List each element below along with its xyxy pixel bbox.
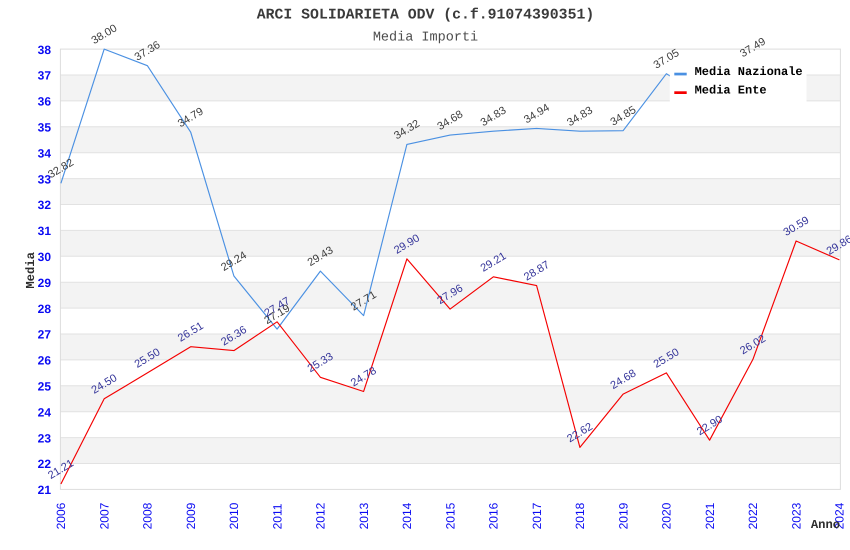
svg-text:2022: 2022 bbox=[746, 502, 760, 529]
svg-text:34: 34 bbox=[38, 146, 52, 160]
svg-text:2020: 2020 bbox=[660, 502, 674, 529]
svg-text:28: 28 bbox=[38, 302, 52, 316]
svg-text:2008: 2008 bbox=[141, 502, 155, 529]
svg-text:29: 29 bbox=[38, 276, 52, 290]
svg-text:2017: 2017 bbox=[530, 502, 544, 529]
svg-text:2009: 2009 bbox=[184, 502, 198, 529]
svg-text:21: 21 bbox=[38, 483, 52, 497]
svg-text:2010: 2010 bbox=[227, 502, 241, 529]
svg-text:30: 30 bbox=[38, 250, 52, 264]
svg-text:2021: 2021 bbox=[703, 502, 717, 529]
svg-text:38: 38 bbox=[38, 43, 52, 57]
svg-text:Media Nazionale: Media Nazionale bbox=[695, 65, 803, 79]
svg-text:31: 31 bbox=[38, 224, 52, 238]
svg-text:Media Importi: Media Importi bbox=[373, 31, 478, 46]
svg-text:27: 27 bbox=[38, 328, 52, 342]
svg-text:2014: 2014 bbox=[400, 502, 414, 529]
svg-text:32: 32 bbox=[38, 198, 52, 212]
svg-text:2018: 2018 bbox=[573, 502, 587, 529]
svg-text:2006: 2006 bbox=[54, 502, 68, 529]
svg-text:24: 24 bbox=[38, 405, 52, 419]
svg-text:Media: Media bbox=[24, 251, 38, 288]
svg-text:2011: 2011 bbox=[270, 503, 284, 529]
svg-text:26: 26 bbox=[38, 354, 52, 368]
svg-text:Media Ente: Media Ente bbox=[695, 83, 767, 97]
svg-text:2024: 2024 bbox=[833, 502, 847, 529]
svg-text:2015: 2015 bbox=[443, 502, 457, 529]
svg-text:2007: 2007 bbox=[98, 502, 112, 529]
svg-text:33: 33 bbox=[38, 172, 52, 186]
svg-text:ARCI SOLIDARIETA ODV (c.f.9107: ARCI SOLIDARIETA ODV (c.f.91074390351) bbox=[257, 8, 594, 24]
svg-text:22: 22 bbox=[38, 457, 52, 471]
svg-text:35: 35 bbox=[38, 121, 52, 135]
svg-text:2012: 2012 bbox=[314, 502, 328, 529]
svg-text:37: 37 bbox=[38, 69, 52, 83]
svg-text:Anno: Anno bbox=[811, 518, 840, 532]
svg-text:2019: 2019 bbox=[616, 502, 630, 529]
svg-text:2023: 2023 bbox=[789, 502, 803, 529]
svg-text:23: 23 bbox=[38, 431, 52, 445]
svg-text:2016: 2016 bbox=[487, 502, 501, 529]
svg-text:36: 36 bbox=[38, 95, 52, 109]
svg-text:2013: 2013 bbox=[357, 502, 371, 529]
svg-text:25: 25 bbox=[38, 380, 52, 394]
